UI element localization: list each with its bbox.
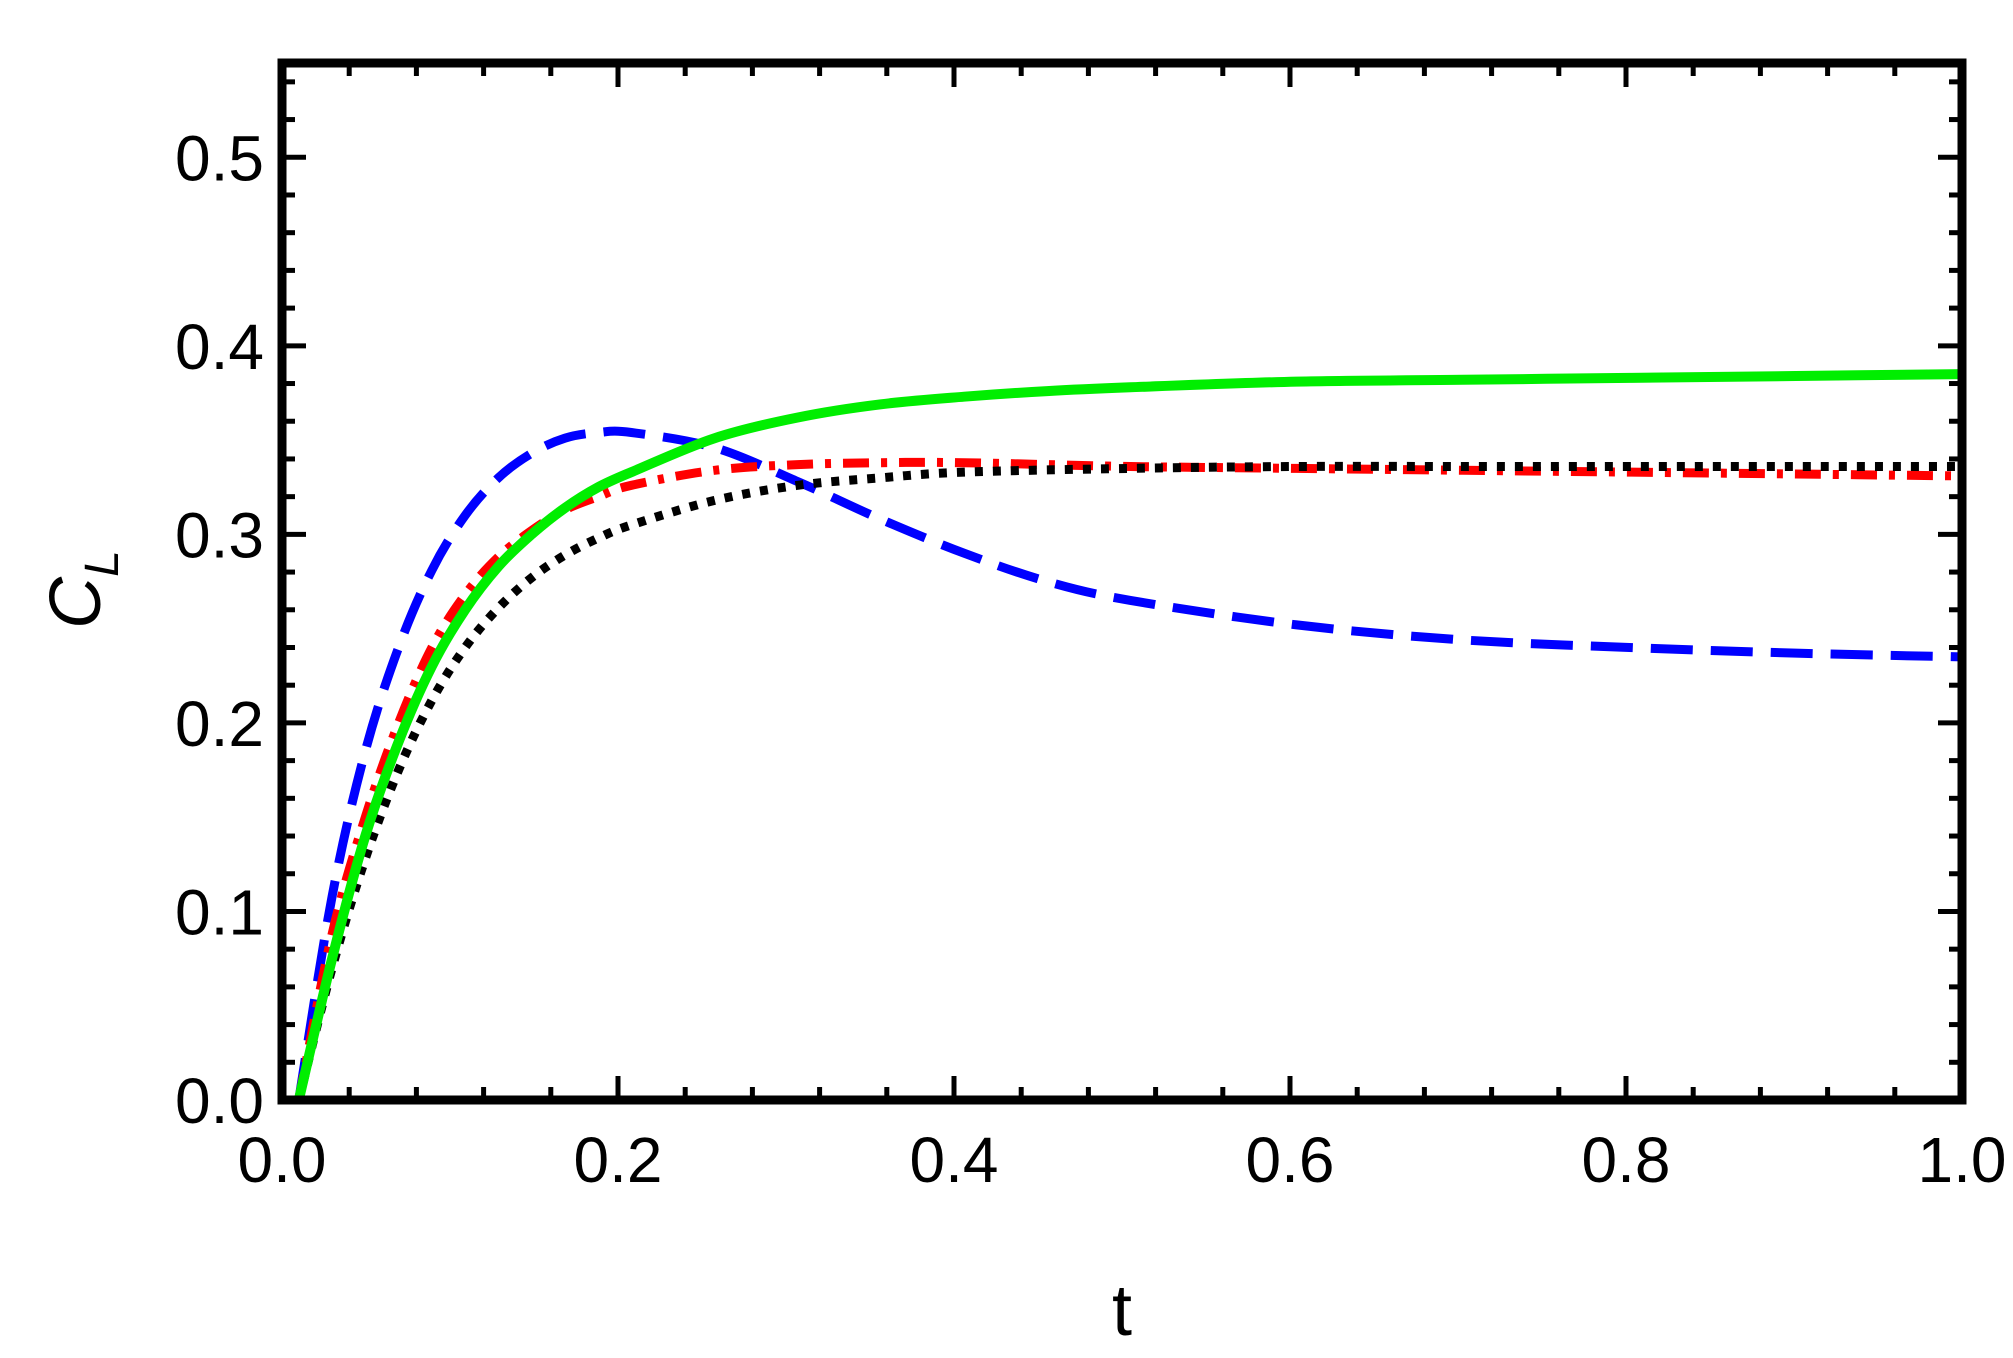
- y-tick-label: 0.5: [175, 122, 264, 194]
- x-tick-labels: 0.0 0.2 0.4 0.6 0.8 1.0: [238, 1124, 2007, 1196]
- y-tick-label: 0.0: [175, 1065, 264, 1137]
- y-tick-label: 0.2: [175, 688, 264, 760]
- plot-frame: [277, 58, 1967, 1105]
- y-tick-label: 0.3: [175, 499, 264, 571]
- x-tick-label: 0.8: [1582, 1124, 1671, 1196]
- x-tick-label: 0.6: [1246, 1124, 1335, 1196]
- x-tick-label: 0.0: [238, 1124, 327, 1196]
- series-blue-dashed-line: [294, 426, 1963, 1101]
- series-red-dashdot-line: [294, 457, 1963, 1101]
- y-axis-label-main: C: [36, 576, 116, 629]
- y-tick-label: 0.1: [175, 876, 264, 948]
- x-axis-label: t: [1112, 1271, 1132, 1351]
- y-axis-label-subscript: L: [76, 550, 129, 577]
- x-tick-label: 1.0: [1918, 1124, 2007, 1196]
- series-lines: [293, 369, 1963, 1102]
- series-black-dotted-line: [294, 461, 1962, 1102]
- y-tick-label: 0.4: [175, 311, 264, 383]
- series-green-solid-line: [293, 369, 1963, 1102]
- y-tick-labels: 0.0 0.1 0.2 0.3 0.4 0.5: [175, 122, 264, 1137]
- x-tick-label: 0.4: [910, 1124, 999, 1196]
- x-tick-label: 0.2: [574, 1124, 663, 1196]
- y-axis-label: CL: [36, 550, 129, 629]
